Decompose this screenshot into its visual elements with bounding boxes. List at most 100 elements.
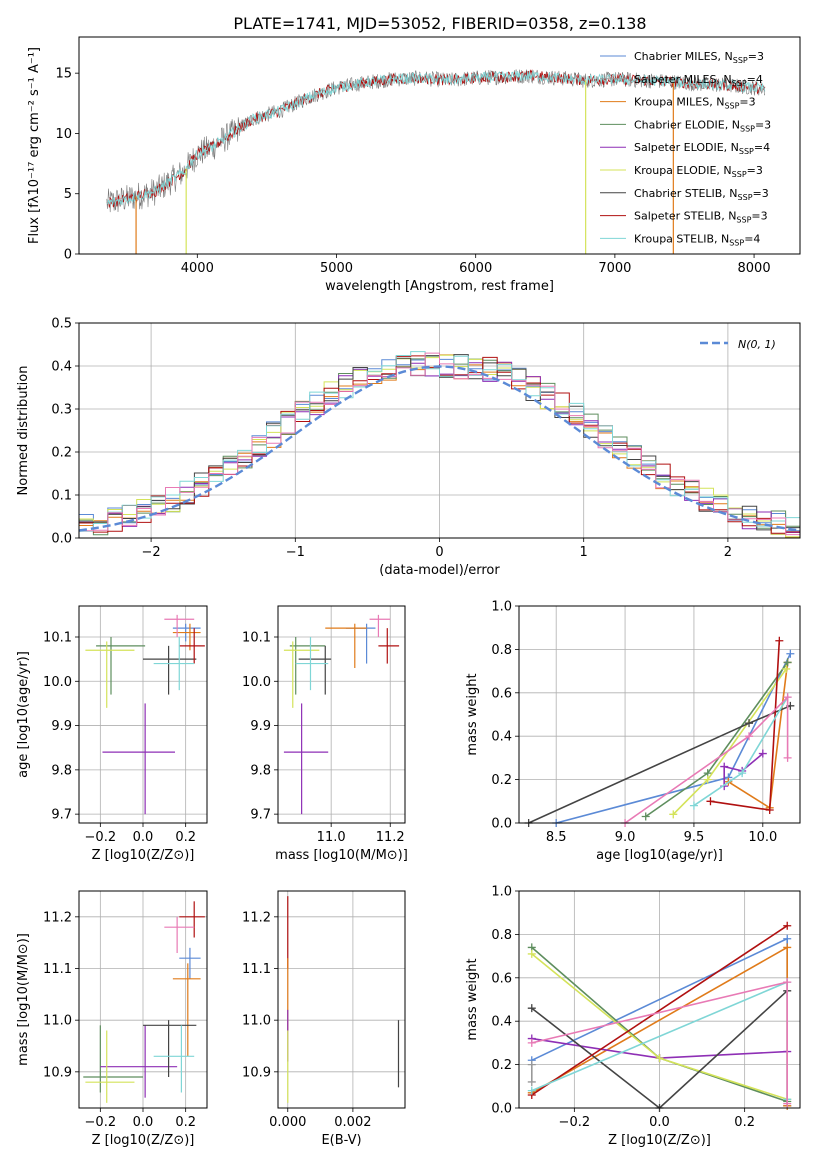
spectrum-legend-label: Kroupa MILES, NSSP=3 xyxy=(634,96,756,111)
mass-weight-marker xyxy=(783,943,792,952)
mass-z-xtick-label: 0.2 xyxy=(175,1115,196,1130)
mass-z-ytick-label: 11.1 xyxy=(43,962,72,977)
spectrum-frame xyxy=(78,36,801,255)
normal-curve xyxy=(78,365,801,532)
age-z-ylabel: age [log10(age/yr)] xyxy=(16,651,31,778)
age-mass-ytick-label: 9.9 xyxy=(250,719,271,734)
age-mass-xtick-label: 11.2 xyxy=(376,830,405,845)
residuals-ytick-label: 0.1 xyxy=(51,489,72,504)
residuals-xtick-label: 1 xyxy=(580,545,588,560)
mass-ebv-ytick-label: 11.0 xyxy=(242,1014,271,1029)
mass-weight-marker xyxy=(786,649,795,658)
age-mass-xlabel: mass [log10(M/M⊙)] xyxy=(275,848,408,863)
mass-weight-marker xyxy=(527,949,536,958)
mass-weight-marker xyxy=(655,1054,664,1063)
mw-age-xlabel: age [log10(age/yr)] xyxy=(596,848,723,863)
mass-weight-marker xyxy=(783,753,792,762)
residual-histogram-line xyxy=(79,352,800,536)
spectrum-ytick-label: 10 xyxy=(55,127,72,142)
mw-z-xlabel: Z [log10(Z/Z⊙)] xyxy=(608,1133,711,1148)
mw-z-ytick-label: 1.0 xyxy=(491,885,512,900)
mw-age-xtick-label: 9.0 xyxy=(615,830,636,845)
mass-weight-marker xyxy=(775,636,784,645)
age-z-ytick-label: 9.9 xyxy=(51,719,72,734)
mw-age-ytick-label: 0.4 xyxy=(491,730,512,745)
mw-z-xtick-label: 0.2 xyxy=(734,1115,755,1130)
spectrum-legend-label: Chabrier STELIB, NSSP=3 xyxy=(634,187,769,202)
mass-z-xlabel: Z [log10(Z/Z⊙)] xyxy=(92,1133,195,1148)
mw-z-xtick-label: 0.0 xyxy=(649,1115,670,1130)
mass-ebv-xtick-label: 0.002 xyxy=(334,1115,371,1130)
spectrum-ytick-label: 5 xyxy=(64,187,72,202)
mw-z-frame xyxy=(518,890,801,1109)
age-z-frame xyxy=(78,605,208,824)
mass-ebv-frame xyxy=(277,890,406,1109)
mass-ebv-xlabel: E(B-V) xyxy=(321,1133,361,1148)
age-mass-ytick-label: 10.1 xyxy=(242,631,271,646)
mw-z-xtick-label: −0.2 xyxy=(559,1115,591,1130)
spectrum-ylabel: Flux [fλ10⁻¹⁷ erg cm⁻² s⁻¹ A⁻¹] xyxy=(27,47,42,244)
mass-z-ytick-label: 11.0 xyxy=(43,1014,72,1029)
mass-weight-marker xyxy=(745,732,754,741)
mass-weight-marker xyxy=(669,810,678,819)
mass-weight-marker xyxy=(738,769,747,778)
mw-age-ytick-label: 0.2 xyxy=(491,773,512,788)
mw-z-ytick-label: 0.2 xyxy=(491,1058,512,1073)
mass-z-ytick-label: 10.9 xyxy=(43,1065,72,1080)
mass-z-xtick-label: 0.0 xyxy=(133,1115,154,1130)
spectrum-legend-label: Salpeter MILES, NSSP=4 xyxy=(634,73,763,88)
mass-weight-marker xyxy=(527,1077,536,1086)
mass-ebv-xtick-label: 0.000 xyxy=(269,1115,306,1130)
mw-age-xtick-label: 8.5 xyxy=(546,830,567,845)
spectrum-xtick-label: 5000 xyxy=(320,261,353,276)
mass-weight-marker xyxy=(703,775,712,784)
mass-weight-marker xyxy=(720,762,729,771)
mass-z-ytick-label: 11.2 xyxy=(43,910,72,925)
residuals-ytick-label: 0.5 xyxy=(51,317,72,332)
spectrum-legend-label: Chabrier MILES, NSSP=3 xyxy=(634,50,764,65)
age-mass-ytick-label: 9.8 xyxy=(250,763,271,778)
spectrum-xtick-label: 6000 xyxy=(459,261,492,276)
residuals-xtick-label: 2 xyxy=(724,545,732,560)
mass-weight-marker xyxy=(641,812,650,821)
residuals-xlabel: (data-model)/error xyxy=(379,563,500,578)
mass-weight-line xyxy=(531,925,788,1096)
mass-z-frame xyxy=(78,890,208,1109)
mass-weight-marker xyxy=(706,797,715,806)
mass-weight-marker xyxy=(527,1060,536,1069)
mass-weight-marker xyxy=(782,664,791,673)
mw-age-ytick-label: 0.6 xyxy=(491,686,512,701)
mass-weight-line xyxy=(727,662,789,810)
residuals-ylabel: Normed distribution xyxy=(16,366,31,496)
mw-age-frame xyxy=(518,605,801,824)
residuals-ytick-label: 0.0 xyxy=(51,532,72,547)
age-z-xlabel: Z [log10(Z/Z⊙)] xyxy=(92,848,195,863)
spectrum-legend-label: Kroupa STELIB, NSSP=4 xyxy=(634,232,760,247)
mass-weight-marker xyxy=(783,921,792,930)
mw-age-xtick-label: 9.5 xyxy=(684,830,705,845)
mass-weight-marker xyxy=(765,805,774,814)
mass-weight-marker xyxy=(783,693,792,702)
spectrum-legend-label: Kroupa ELODIE, NSSP=3 xyxy=(634,164,763,179)
mass-weight-marker xyxy=(783,978,792,987)
residuals-xtick-label: 0 xyxy=(435,545,443,560)
age-mass-xtick-label: 11.0 xyxy=(317,830,346,845)
residuals-frame xyxy=(78,322,801,539)
mw-z-ytick-label: 0.4 xyxy=(491,1015,512,1030)
spectrum-ytick-label: 15 xyxy=(55,67,72,82)
mw-age-ytick-label: 1.0 xyxy=(491,600,512,615)
age-z-xtick-label: 0.2 xyxy=(175,830,196,845)
age-mass-ytick-label: 9.7 xyxy=(250,808,271,823)
residuals-ytick-label: 0.3 xyxy=(51,403,72,418)
mass-weight-marker xyxy=(527,1086,536,1095)
mass-ebv-ytick-label: 10.9 xyxy=(242,1065,271,1080)
mass-ebv-ytick-label: 11.2 xyxy=(242,910,271,925)
mass-weight-marker xyxy=(745,719,754,728)
residuals-ytick-label: 0.2 xyxy=(51,446,72,461)
mass-weight-marker xyxy=(527,1004,536,1013)
age-z-ytick-label: 10.0 xyxy=(43,675,72,690)
residuals-legend-label: N(0, 1) xyxy=(738,338,776,351)
residual-histogram-line xyxy=(79,351,800,532)
mw-z-ylabel: mass weight xyxy=(465,958,480,1040)
